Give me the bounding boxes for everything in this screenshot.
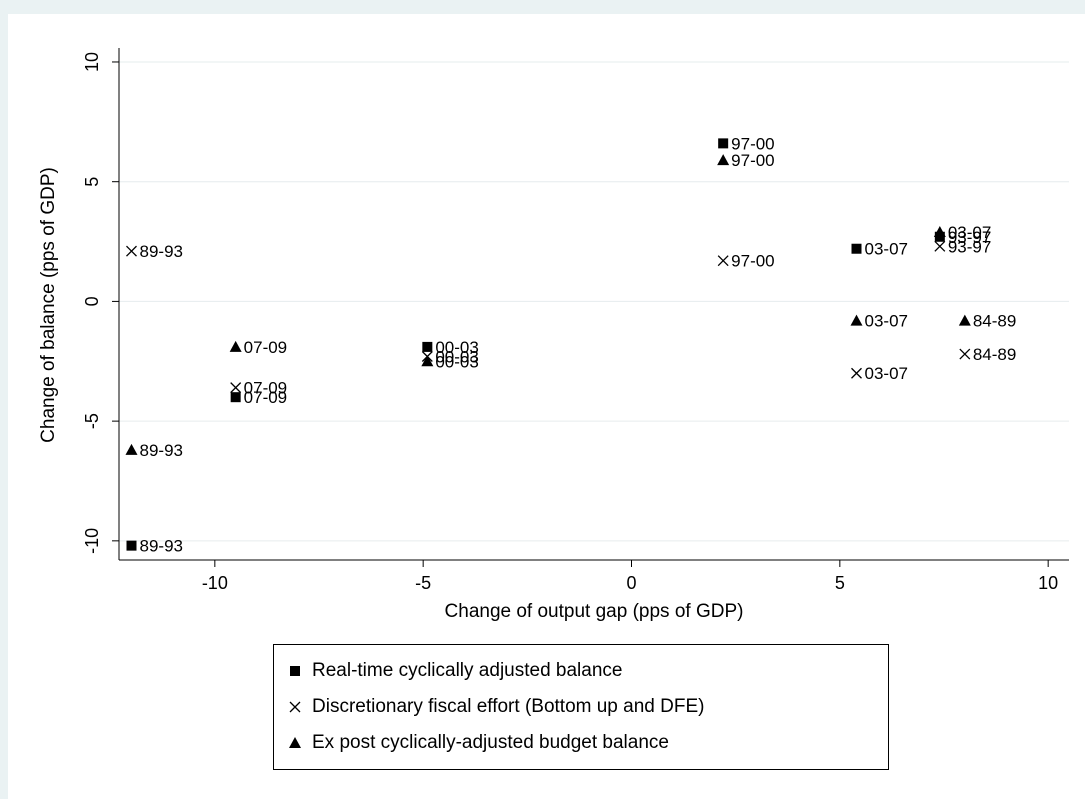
point-label: 07-09 <box>244 338 287 357</box>
x-axis-title: Change of output gap (pps of GDP) <box>445 601 744 622</box>
point-label: 03-07 <box>865 240 908 259</box>
legend-label-discretionary: Discretionary fiscal effort (Bottom up a… <box>312 696 705 717</box>
cross-marker <box>717 255 729 267</box>
point-label: 03-07 <box>865 364 908 383</box>
legend-item-ex-post: Ex post cyclically-adjusted budget balan… <box>284 725 888 761</box>
triangle-marker <box>229 340 242 352</box>
point-label: 89-93 <box>140 441 183 460</box>
square-marker <box>851 243 862 254</box>
figure: 10 5 0 -5 -10 -10 -5 0 5 10 Change of output gap (… <box>8 14 1085 799</box>
cross-marker <box>126 245 137 257</box>
legend-item-discretionary: Discretionary fiscal effort (Bottom up a… <box>284 689 888 725</box>
legend-label-ex-post: Ex post cyclically-adjusted budget balan… <box>312 732 669 753</box>
cross-marker <box>230 382 242 394</box>
point-label: 93-97 <box>948 237 991 256</box>
point-label: 00-03 <box>435 338 478 357</box>
square-marker <box>126 540 137 551</box>
legend: Real-time cyclically adjusted balance Di… <box>273 644 889 770</box>
y-tick-label: -5 <box>82 413 102 429</box>
point-label: 00-03 <box>435 347 478 366</box>
triangle-marker <box>933 225 946 237</box>
point-label: 84-89 <box>973 312 1016 331</box>
triangle-marker-icon <box>284 733 306 753</box>
point-label: 07-09 <box>244 388 287 407</box>
cross-marker <box>934 240 946 252</box>
cross-marker-icon <box>284 697 306 717</box>
legend-item-real-time: Real-time cyclically adjusted balance <box>284 653 888 689</box>
triangle-marker <box>717 154 730 166</box>
point-label: 93-97 <box>948 228 991 247</box>
x-tick-label: -10 <box>202 573 228 593</box>
y-tick-label: 5 <box>82 177 102 187</box>
y-tick-label: 10 <box>82 52 102 72</box>
point-label: 03-07 <box>948 223 991 242</box>
square-marker-icon <box>284 661 306 681</box>
y-axis-title: Change of balance (pps of GDP) <box>38 167 59 443</box>
y-tick-label: -10 <box>82 528 102 554</box>
point-label: 89-93 <box>140 242 183 261</box>
y-tick-label: 0 <box>82 296 102 306</box>
triangle-marker <box>850 314 863 326</box>
x-tick-label: -5 <box>415 573 431 593</box>
point-label: 97-00 <box>731 252 774 271</box>
cross-marker <box>959 348 971 360</box>
square-marker <box>230 392 241 403</box>
triangle-marker <box>958 314 971 326</box>
triangle-marker <box>125 443 138 455</box>
point-label: 07-09 <box>244 379 287 398</box>
point-label: 89-93 <box>140 537 183 556</box>
legend-label-real-time: Real-time cyclically adjusted balance <box>312 660 623 681</box>
square-marker <box>422 341 433 352</box>
square-marker <box>718 138 729 149</box>
x-tick-label: 0 <box>626 573 636 593</box>
triangle-marker <box>421 355 434 367</box>
point-label: 97-00 <box>731 151 774 170</box>
x-tick-label: 5 <box>835 573 845 593</box>
point-label: 84-89 <box>973 345 1016 364</box>
x-tick-label: 10 <box>1038 573 1058 593</box>
cross-marker <box>851 367 862 379</box>
scatter-chart: 10 5 0 -5 -10 -10 -5 0 5 10 Change of output gap (… <box>38 47 1069 622</box>
point-label: 97-00 <box>731 134 774 153</box>
point-label: 03-07 <box>865 312 908 331</box>
point-label: 00-03 <box>435 352 478 371</box>
